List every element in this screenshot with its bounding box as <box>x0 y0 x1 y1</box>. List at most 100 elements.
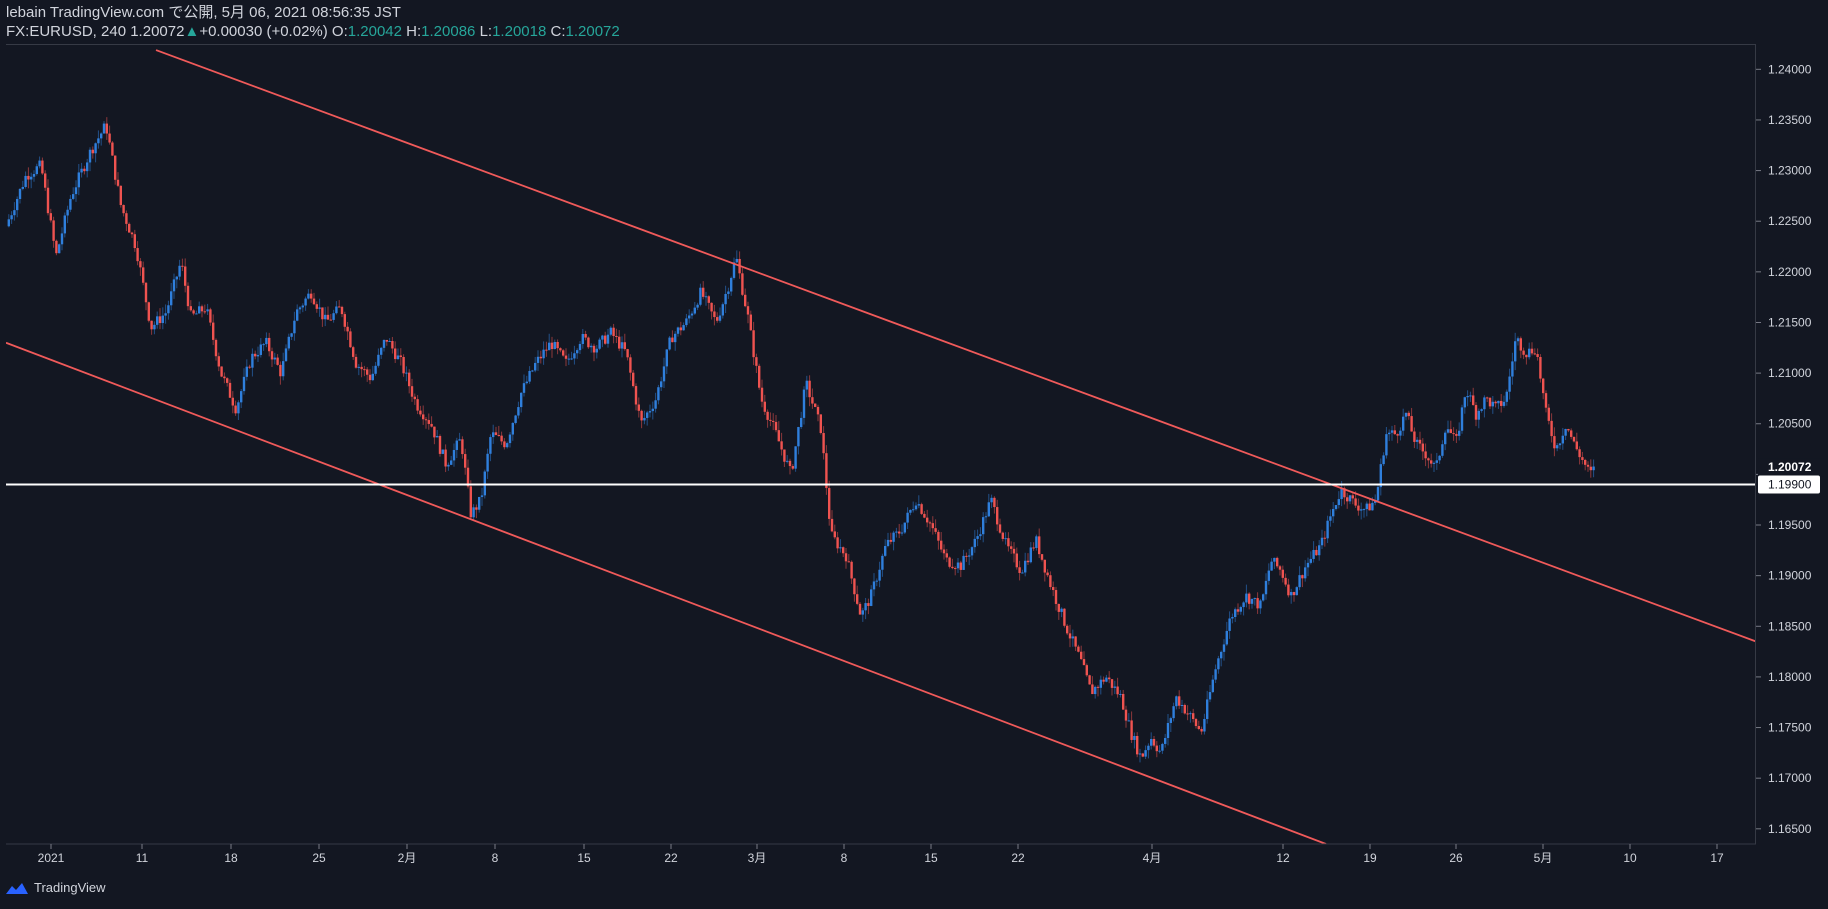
candle <box>1021 569 1024 574</box>
candle-body <box>357 366 360 368</box>
candle-body <box>1010 546 1013 549</box>
candle-body <box>898 531 901 534</box>
candle <box>1208 685 1212 703</box>
candle <box>1161 742 1164 754</box>
candle <box>371 365 374 382</box>
price-axis[interactable]: 1.24000 1.23500 1.23000 1.22500 1.22000 1.215… <box>1756 62 1812 836</box>
candle-body <box>408 372 411 387</box>
candle-body <box>1074 636 1077 647</box>
candle <box>1581 451 1584 465</box>
tradingview-logo[interactable]: TradingView <box>4 880 106 895</box>
candle-body <box>10 215 13 220</box>
candle <box>74 180 78 202</box>
candle-body <box>601 335 604 340</box>
candle <box>780 432 783 456</box>
drawings <box>6 49 1756 844</box>
time-tick-label: 10 <box>1623 851 1637 865</box>
candle <box>699 283 702 307</box>
candle-body <box>674 333 677 343</box>
candle-body <box>329 319 332 321</box>
candle-body <box>354 356 358 368</box>
candle-body <box>1505 391 1508 402</box>
candle-body <box>38 160 41 167</box>
candle <box>427 413 430 430</box>
candle-body <box>1290 592 1293 596</box>
candle <box>1144 745 1147 759</box>
candle-body <box>1332 508 1335 517</box>
candle-body <box>721 304 724 316</box>
time-axis[interactable]: 2021 11 18 25 2月 8 15 22 3月 8 15 22 4月 12 19 26 5月 10 17 <box>6 843 1756 865</box>
candle-body <box>1138 753 1142 755</box>
candle <box>766 409 769 428</box>
candle-body <box>872 581 876 590</box>
candle <box>937 529 940 550</box>
candle <box>189 300 192 312</box>
candle-body <box>1346 497 1349 502</box>
candle <box>1494 400 1497 408</box>
candle <box>170 282 173 311</box>
candle-body <box>912 509 915 511</box>
candle-body <box>1295 587 1298 596</box>
price-tick-label: 1.24000 <box>1768 62 1812 76</box>
candle <box>847 554 850 563</box>
candle <box>293 311 296 341</box>
candle <box>976 529 979 547</box>
candle <box>1245 584 1248 608</box>
candle <box>1376 485 1380 502</box>
candle-body <box>903 522 906 533</box>
candle-body <box>917 504 920 506</box>
candle <box>150 320 153 335</box>
candle-body <box>469 486 472 518</box>
candle-body <box>438 436 442 454</box>
candle-body <box>1584 459 1587 465</box>
candle-body <box>102 123 106 134</box>
candle-body <box>483 471 486 496</box>
candle-body <box>21 186 24 189</box>
candle <box>298 305 302 314</box>
candle-body <box>492 432 495 438</box>
candle <box>296 304 299 322</box>
candle <box>637 397 640 418</box>
candle-body <box>1530 348 1534 354</box>
candle <box>1186 705 1189 721</box>
candle <box>1360 502 1363 520</box>
candle-body <box>119 185 122 206</box>
candle <box>1292 591 1296 602</box>
candle <box>1502 395 1506 408</box>
candle-body <box>133 234 136 249</box>
candle <box>1533 348 1536 356</box>
candle-body <box>1264 580 1268 595</box>
candle-body <box>1018 567 1021 573</box>
candle <box>1127 713 1130 722</box>
candle <box>1158 745 1161 754</box>
candle <box>814 403 817 408</box>
candle-body <box>693 307 696 314</box>
candle-body <box>1150 738 1153 746</box>
candle <box>49 208 52 223</box>
candle-body <box>405 372 408 374</box>
candle <box>951 558 954 570</box>
candle <box>1525 354 1528 365</box>
candle <box>797 426 800 455</box>
candle-body <box>270 351 274 360</box>
candle <box>548 333 551 351</box>
candle-body <box>609 327 612 335</box>
price-tick-label: 1.18500 <box>1768 619 1812 633</box>
candle-body <box>1253 598 1256 600</box>
candle <box>139 258 142 276</box>
candle-body <box>1052 587 1055 591</box>
candle <box>388 338 391 343</box>
candle <box>517 401 520 419</box>
candle <box>1259 598 1262 614</box>
candle <box>1231 613 1234 624</box>
candle <box>1522 347 1525 360</box>
candle-body <box>1500 400 1503 406</box>
candle-body <box>77 172 80 188</box>
candle-body <box>422 414 425 420</box>
candle-body <box>7 219 10 227</box>
candle <box>1267 563 1270 585</box>
candle <box>889 532 892 545</box>
candle-body <box>343 314 346 327</box>
candle-body <box>402 356 405 374</box>
